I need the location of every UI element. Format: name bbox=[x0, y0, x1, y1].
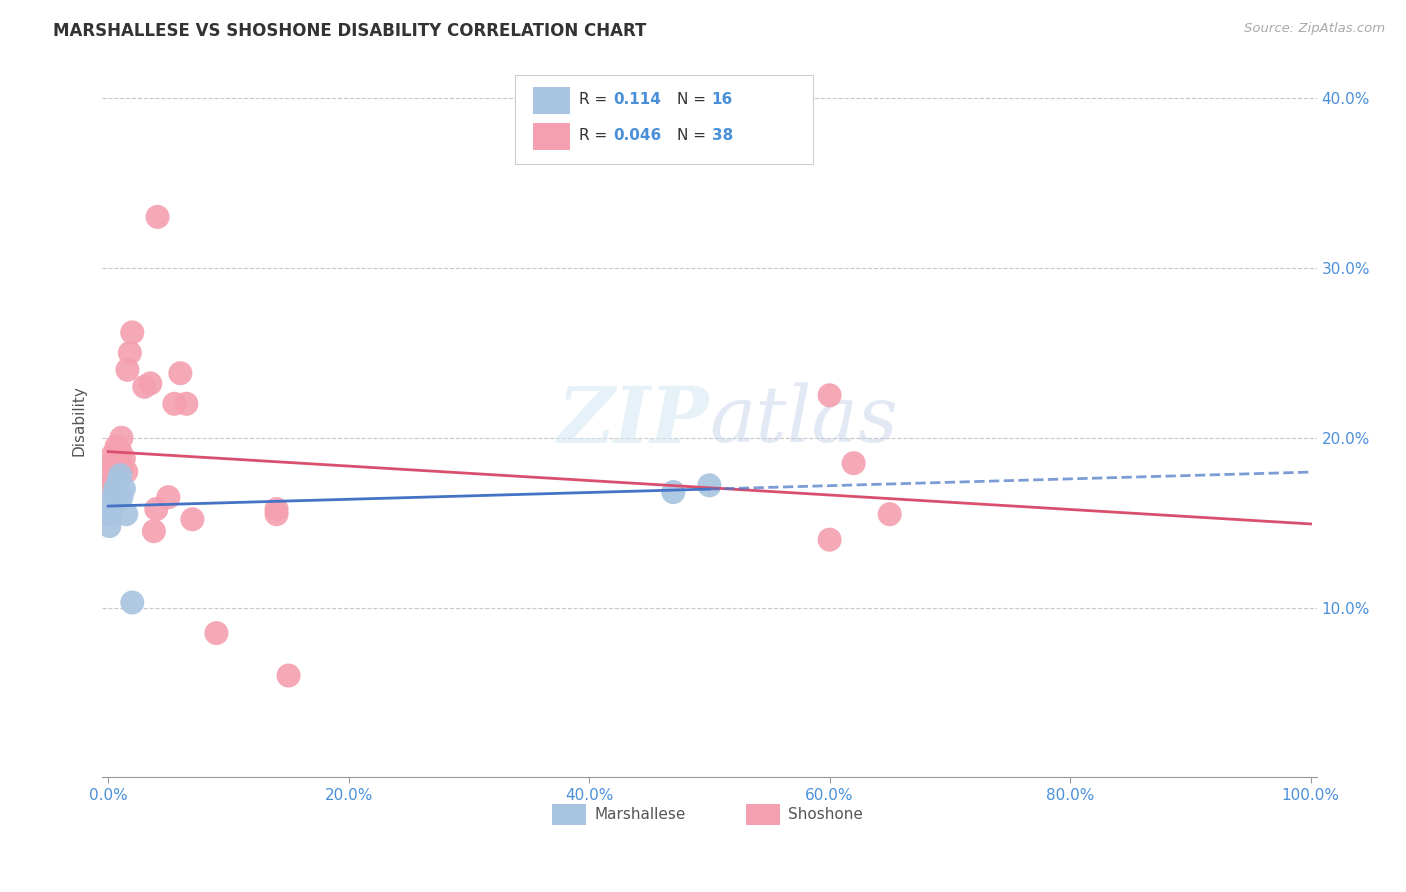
Point bbox=[105, 485, 128, 500]
Point bbox=[266, 502, 288, 516]
Point bbox=[107, 444, 129, 458]
Point bbox=[101, 456, 124, 470]
Point bbox=[98, 519, 121, 533]
Point bbox=[101, 493, 124, 508]
Point bbox=[110, 468, 132, 483]
Point bbox=[104, 485, 127, 500]
FancyBboxPatch shape bbox=[515, 75, 813, 164]
Point bbox=[108, 473, 131, 487]
Point bbox=[169, 366, 191, 380]
Point bbox=[176, 397, 198, 411]
Point bbox=[699, 478, 721, 492]
Point bbox=[100, 468, 122, 483]
Point bbox=[103, 487, 125, 501]
Point bbox=[104, 459, 127, 474]
Text: N =: N = bbox=[676, 128, 710, 143]
Point bbox=[112, 482, 135, 496]
Point bbox=[145, 502, 167, 516]
Point bbox=[163, 397, 186, 411]
Text: Source: ZipAtlas.com: Source: ZipAtlas.com bbox=[1244, 22, 1385, 36]
Point bbox=[100, 507, 122, 521]
Y-axis label: Disability: Disability bbox=[72, 385, 86, 456]
Point bbox=[117, 363, 139, 377]
Point bbox=[134, 380, 156, 394]
Point bbox=[205, 626, 228, 640]
Point bbox=[115, 465, 138, 479]
Point bbox=[103, 473, 125, 487]
Point bbox=[110, 490, 132, 504]
Point bbox=[181, 512, 204, 526]
Text: 0.046: 0.046 bbox=[613, 128, 662, 143]
Point bbox=[104, 482, 127, 496]
Point bbox=[105, 456, 128, 470]
Point bbox=[110, 444, 132, 458]
Point bbox=[146, 210, 169, 224]
Point bbox=[142, 524, 165, 538]
Point bbox=[101, 502, 124, 516]
Point bbox=[107, 493, 129, 508]
Point bbox=[110, 431, 132, 445]
FancyBboxPatch shape bbox=[533, 87, 569, 114]
Text: ZIP: ZIP bbox=[558, 383, 710, 459]
Point bbox=[108, 456, 131, 470]
Point bbox=[157, 490, 180, 504]
Point bbox=[277, 668, 299, 682]
Point bbox=[266, 507, 288, 521]
Point bbox=[121, 595, 143, 609]
Text: 38: 38 bbox=[711, 128, 733, 143]
Text: 0.114: 0.114 bbox=[613, 92, 661, 107]
Text: R =: R = bbox=[579, 128, 613, 143]
Point bbox=[121, 326, 143, 340]
Point bbox=[662, 485, 685, 500]
Point bbox=[139, 376, 162, 391]
FancyBboxPatch shape bbox=[533, 122, 569, 150]
Point bbox=[98, 478, 121, 492]
FancyBboxPatch shape bbox=[551, 804, 585, 825]
Text: 16: 16 bbox=[711, 92, 733, 107]
Text: atlas: atlas bbox=[710, 383, 898, 458]
Text: N =: N = bbox=[676, 92, 710, 107]
Point bbox=[818, 388, 841, 402]
Text: Shoshone: Shoshone bbox=[789, 807, 863, 822]
Point bbox=[115, 507, 138, 521]
Point bbox=[108, 468, 131, 483]
FancyBboxPatch shape bbox=[745, 804, 780, 825]
Point bbox=[818, 533, 841, 547]
Text: MARSHALLESE VS SHOSHONE DISABILITY CORRELATION CHART: MARSHALLESE VS SHOSHONE DISABILITY CORRE… bbox=[53, 22, 647, 40]
Text: R =: R = bbox=[579, 92, 613, 107]
Text: Marshallese: Marshallese bbox=[593, 807, 685, 822]
Point bbox=[842, 456, 865, 470]
Point bbox=[105, 439, 128, 453]
Point bbox=[112, 451, 135, 466]
Point bbox=[118, 346, 141, 360]
Point bbox=[879, 507, 901, 521]
Point bbox=[111, 459, 134, 474]
Point bbox=[101, 448, 124, 462]
